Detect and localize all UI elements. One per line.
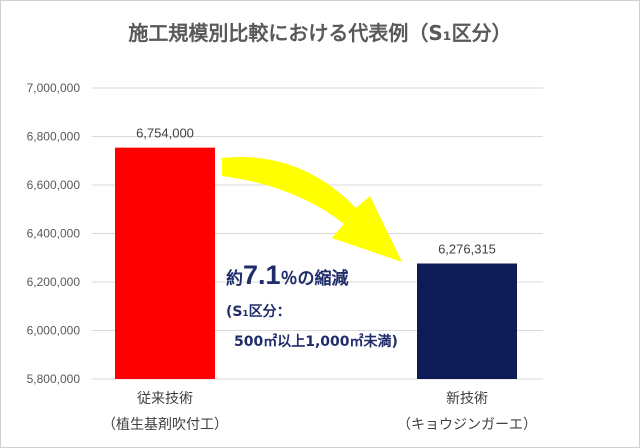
reduction-annotation: 約7.1％の縮減 (S₁区分： 500㎡以上1,000㎡未満) [226,260,398,350]
category-label: 従来技術 [137,391,193,407]
x-axis-categories: 従来技術 （植生基剤吹付工） 新技術 （キョウジンガーエ） [102,391,537,433]
annotation-prefix: 約 [226,268,243,289]
y-tick-label: 6,600,000 [27,178,81,192]
bar [417,263,517,379]
bar [115,147,215,379]
chart-title: 施工規模別比較における代表例（S₁区分） [128,21,511,45]
category-sublabel: （植生基剤吹付工） [102,416,228,433]
y-tick-label: 6,000,000 [27,324,81,338]
y-tick-label: 7,000,000 [27,81,81,95]
y-tick-label: 6,800,000 [27,130,81,144]
annotation-line1: 約7.1％の縮減 [226,260,349,290]
y-axis-ticks: 5,800,000 6,000,000 6,200,000 6,400,000 6,60… [27,81,81,386]
data-label: 6,754,000 [136,126,194,141]
bars [115,147,517,379]
reduction-arrow [222,157,402,262]
data-label: 6,276,315 [438,241,496,256]
y-tick-label: 6,400,000 [27,227,81,241]
annotation-line3: 500㎡以上1,000㎡未満) [234,333,398,350]
annotation-suffix: ％の縮減 [281,268,349,289]
data-labels: 6,754,000 6,276,315 [136,126,496,257]
category-sublabel: （キョウジンガーエ） [397,417,537,433]
arrow-shape [222,157,402,262]
category-label: 新技術 [446,391,488,407]
annotation-number: 7.1 [243,260,281,290]
y-tick-label: 5,800,000 [27,372,81,386]
annotation-line2: (S₁区分： [226,304,291,320]
y-tick-label: 6,200,000 [27,275,81,289]
